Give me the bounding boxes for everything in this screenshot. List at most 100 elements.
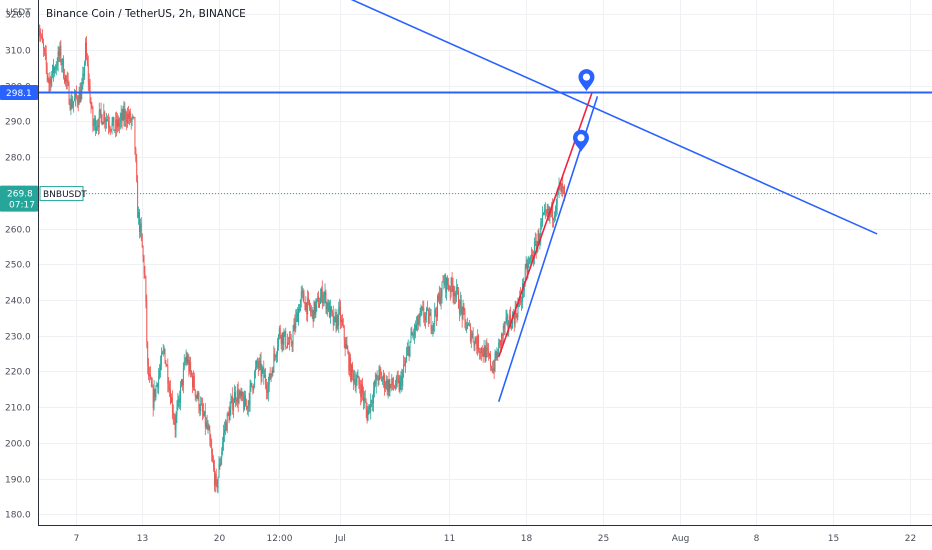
candle-body xyxy=(518,302,520,305)
candle-body xyxy=(376,374,378,380)
candle-body xyxy=(471,333,473,337)
candle-body xyxy=(426,308,428,310)
candle-body xyxy=(540,222,542,238)
candle-body xyxy=(309,307,311,312)
candle-body xyxy=(269,373,271,380)
candle-body xyxy=(243,399,245,410)
candle-body xyxy=(65,76,67,82)
candle-body xyxy=(318,296,320,308)
candle-body xyxy=(449,288,451,292)
candle-body xyxy=(319,303,320,308)
candle-body xyxy=(506,316,508,318)
candle-body xyxy=(263,367,265,378)
candle-body xyxy=(277,335,279,347)
candle-body xyxy=(513,316,515,325)
candle-body xyxy=(114,130,116,131)
candle-body xyxy=(115,119,117,131)
candle-body xyxy=(413,334,415,336)
candle-body xyxy=(205,422,207,427)
candle-body xyxy=(134,117,136,149)
candle-body xyxy=(242,392,244,400)
candle-body xyxy=(520,295,522,302)
candle-body xyxy=(286,346,288,348)
chart-grid xyxy=(38,0,932,525)
candle-body xyxy=(271,370,273,374)
candle-body xyxy=(405,360,406,365)
price-tick-label: 310.0 xyxy=(5,47,31,57)
candle-body xyxy=(129,112,131,122)
candle-body xyxy=(223,433,225,442)
candle-body xyxy=(452,286,454,296)
candle-body xyxy=(470,336,472,342)
candle-body xyxy=(494,352,496,371)
candle-body xyxy=(387,380,389,391)
time-tick-label: Jul xyxy=(334,534,346,544)
candle-body xyxy=(226,413,228,431)
candle-body xyxy=(395,376,397,387)
candle-body xyxy=(334,316,336,318)
descending-trendline[interactable] xyxy=(329,0,878,235)
candle-body xyxy=(360,389,362,397)
candle-body xyxy=(206,422,208,429)
candle-body xyxy=(302,291,304,294)
candle-body xyxy=(264,375,266,378)
candle-body xyxy=(140,223,142,235)
candle-body xyxy=(139,223,141,232)
marker-layer[interactable] xyxy=(572,69,595,152)
candle-body xyxy=(245,395,246,407)
candle-body xyxy=(225,422,227,431)
candle-body xyxy=(348,352,350,371)
candle-body xyxy=(296,312,298,318)
candle-body xyxy=(331,310,333,313)
candle-body xyxy=(105,121,107,123)
candle-body xyxy=(424,318,426,321)
candle-body xyxy=(102,122,104,125)
candle-body xyxy=(179,398,181,403)
candle-body xyxy=(462,307,464,319)
candle-body xyxy=(167,366,169,385)
candle-body xyxy=(501,334,502,346)
map-pin-icon[interactable] xyxy=(578,69,595,92)
candle-body xyxy=(469,324,470,326)
candle-body xyxy=(106,119,108,122)
candle-body xyxy=(49,78,51,84)
candle-body xyxy=(172,412,174,418)
candle-body xyxy=(276,353,278,357)
candle-body xyxy=(194,389,196,397)
candle-body xyxy=(126,119,128,123)
candle-body xyxy=(278,328,280,336)
candle-body xyxy=(252,386,254,390)
candle-body xyxy=(90,102,92,107)
candle-body xyxy=(297,312,299,323)
candle-body xyxy=(367,410,369,421)
candle-body xyxy=(232,396,234,411)
candle-body xyxy=(314,301,316,315)
candle-body xyxy=(396,376,398,379)
candle-body xyxy=(374,381,376,385)
candle-body xyxy=(480,347,482,354)
candle-body xyxy=(448,288,450,290)
candle-body xyxy=(71,99,73,108)
candle-body xyxy=(313,301,315,322)
candle-body xyxy=(266,384,267,391)
candle-body xyxy=(561,184,563,193)
candle-body xyxy=(175,416,177,430)
candle-body xyxy=(97,125,99,128)
candle-body xyxy=(352,364,353,372)
candle-body xyxy=(440,296,442,304)
candle-body xyxy=(154,388,156,398)
candle-body xyxy=(306,302,308,315)
candle-body xyxy=(169,389,171,391)
candle-body xyxy=(294,323,296,329)
candle-body xyxy=(343,326,345,341)
candle-body xyxy=(82,73,84,86)
candle-body xyxy=(211,447,213,454)
candle-body xyxy=(426,308,427,315)
price-tick-label: 290.0 xyxy=(5,118,31,128)
candle-body xyxy=(282,332,284,345)
map-pin-icon[interactable] xyxy=(572,129,589,152)
candle-body xyxy=(86,57,88,65)
candle-body xyxy=(437,295,439,301)
candle-body xyxy=(253,385,255,390)
